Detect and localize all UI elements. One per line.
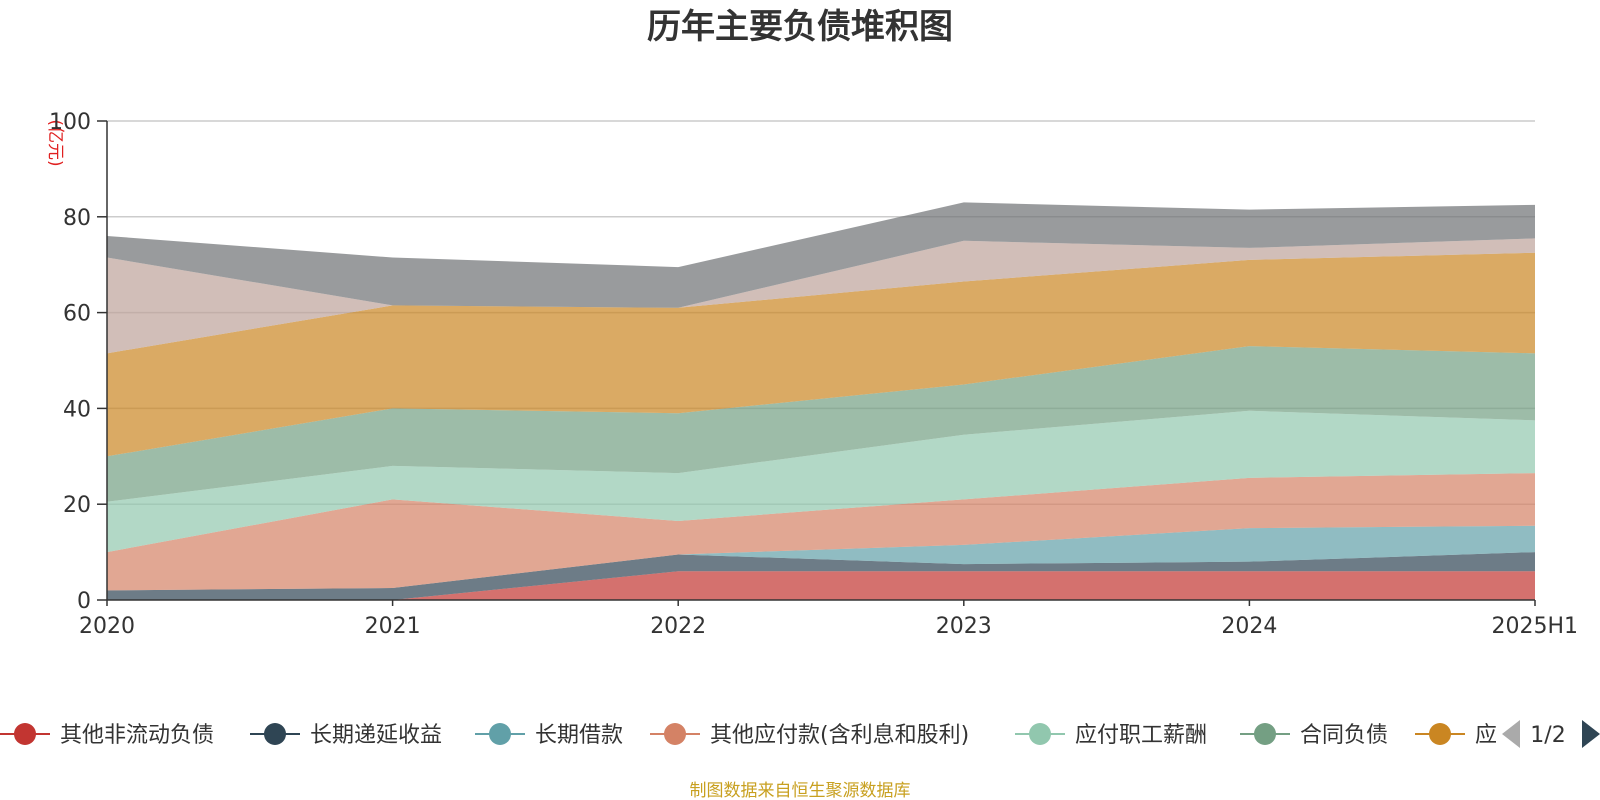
- legend-item[interactable]: 其他非流动负债: [0, 723, 214, 748]
- legend-marker-icon: [264, 723, 286, 745]
- x-tick-label: 2022: [650, 614, 706, 639]
- area-合同负债: [107, 346, 1535, 502]
- legend-marker-icon: [1254, 723, 1276, 745]
- area-短期借款: [107, 202, 1535, 308]
- area-其他应付款(含利息和股利): [107, 473, 1535, 591]
- y-tick-label: 80: [63, 206, 91, 231]
- y-tick-label: 60: [63, 302, 91, 327]
- legend-marker-icon: [1429, 723, 1451, 745]
- legend-label: 长期递延收益: [310, 723, 442, 748]
- x-tick-label: 2021: [365, 614, 421, 639]
- legend-prev-page-icon[interactable]: [1502, 720, 1520, 748]
- y-tick-label: 100: [49, 110, 91, 135]
- area-应付票据: [107, 238, 1535, 354]
- legend-marker-icon: [14, 723, 36, 745]
- y-tick-label: 20: [63, 493, 91, 518]
- legend-label: 应: [1475, 723, 1497, 748]
- legend-label: 其他应付款(含利息和股利): [710, 723, 969, 748]
- legend-item[interactable]: 其他应付款(含利息和股利): [650, 723, 969, 748]
- legend-item[interactable]: 应付职工薪酬: [1015, 723, 1207, 748]
- legend-item[interactable]: 长期借款: [475, 723, 623, 748]
- y-unit-label: (亿元): [45, 119, 65, 166]
- legend-marker-icon: [489, 723, 511, 745]
- legend-marker-icon: [1029, 723, 1051, 745]
- legend-label: 其他非流动负债: [60, 723, 214, 748]
- legend-item[interactable]: 合同负债: [1240, 723, 1388, 748]
- area-series: [107, 202, 1535, 600]
- x-tick-label: 2024: [1221, 614, 1277, 639]
- area-其他非流动负债: [107, 571, 1535, 600]
- chart-title: 历年主要负债堆积图: [647, 7, 953, 47]
- legend[interactable]: 其他非流动负债 长期递延收益 长期借款 其他应付款(含利息和股利) 应付职工薪酬 合同负债…: [0, 723, 1497, 748]
- y-tick-label: 40: [63, 397, 91, 422]
- x-tick-label: 2020: [79, 614, 135, 639]
- area-长期借款: [107, 525, 1535, 591]
- area-应付职工薪酬: [107, 410, 1535, 553]
- area-长期递延收益: [107, 552, 1535, 600]
- x-tick-label: 2023: [936, 614, 992, 639]
- x-tick-label: 2025H1: [1491, 614, 1578, 639]
- legend-item[interactable]: 长期递延收益: [250, 723, 442, 748]
- area-应付账款: [107, 252, 1535, 457]
- axes: 0 20 40 60 80 100 2020 2021 2022 2023 2024 2025H1: [49, 110, 1578, 639]
- legend-page-indicator: 1/2: [1530, 723, 1565, 748]
- legend-label: 应付职工薪酬: [1075, 723, 1207, 748]
- legend-pager[interactable]: 1/2: [1502, 720, 1600, 748]
- legend-marker-icon: [664, 723, 686, 745]
- legend-label: 合同负债: [1300, 723, 1388, 748]
- legend-next-page-icon[interactable]: [1582, 720, 1600, 748]
- y-tick-label: 0: [77, 589, 91, 614]
- data-source-note: 制图数据来自恒生聚源数据库: [690, 781, 911, 800]
- legend-label: 长期借款: [535, 723, 623, 748]
- legend-item[interactable]: 应: [1415, 723, 1497, 748]
